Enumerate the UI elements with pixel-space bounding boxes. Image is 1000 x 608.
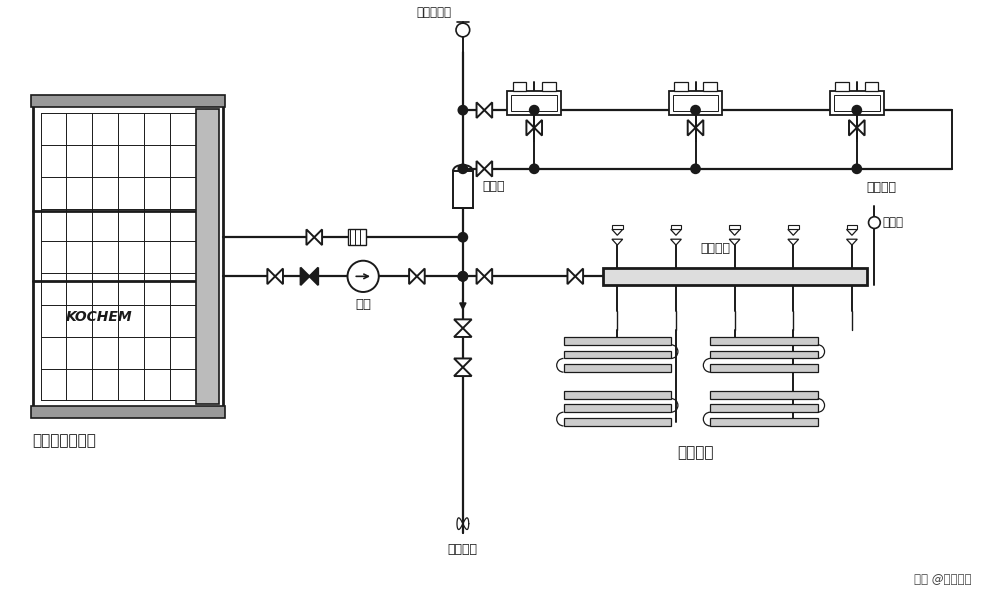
Text: 水泵: 水泵: [355, 298, 371, 311]
Polygon shape: [788, 229, 799, 235]
Polygon shape: [484, 269, 492, 284]
Circle shape: [869, 216, 880, 229]
Bar: [710, 404, 818, 412]
Polygon shape: [417, 269, 425, 284]
Bar: [674, 82, 688, 91]
Bar: [710, 418, 818, 426]
Text: KOCHEM: KOCHEM: [66, 311, 133, 325]
Bar: [710, 364, 818, 372]
Bar: [847, 224, 857, 229]
Polygon shape: [567, 269, 575, 284]
Bar: [673, 94, 718, 111]
Polygon shape: [612, 229, 623, 235]
Circle shape: [852, 164, 861, 173]
Text: 空气能热泅主机: 空气能热泅主机: [33, 433, 97, 447]
Polygon shape: [477, 161, 484, 177]
Bar: [564, 364, 671, 372]
Polygon shape: [857, 120, 865, 136]
Polygon shape: [454, 319, 472, 328]
Polygon shape: [849, 120, 857, 136]
Bar: [564, 351, 671, 359]
Bar: [33, 105, 223, 409]
Polygon shape: [688, 120, 696, 136]
Polygon shape: [275, 269, 283, 284]
Polygon shape: [267, 269, 275, 284]
Text: 安全管: 安全管: [882, 216, 903, 229]
Bar: [835, 82, 849, 91]
Bar: [507, 91, 561, 115]
Bar: [710, 337, 818, 345]
Polygon shape: [788, 239, 799, 245]
Bar: [830, 91, 884, 115]
Bar: [612, 224, 623, 229]
Text: 膨胀罐: 膨胀罐: [482, 180, 505, 193]
Bar: [788, 224, 799, 229]
Bar: [671, 224, 681, 229]
Polygon shape: [454, 359, 472, 367]
Circle shape: [458, 106, 467, 114]
Bar: [710, 351, 818, 359]
Polygon shape: [847, 229, 857, 235]
Polygon shape: [671, 239, 681, 245]
Circle shape: [530, 106, 539, 114]
Bar: [542, 82, 556, 91]
Bar: [834, 94, 880, 111]
Bar: [710, 391, 818, 398]
Bar: [669, 91, 722, 115]
Polygon shape: [454, 367, 472, 376]
Bar: [603, 268, 867, 285]
Polygon shape: [534, 120, 542, 136]
Polygon shape: [575, 269, 583, 284]
Polygon shape: [454, 328, 472, 337]
Polygon shape: [729, 229, 740, 235]
Bar: [196, 109, 219, 404]
Text: 头条 @制冷社区: 头条 @制冷社区: [914, 573, 971, 586]
Bar: [513, 82, 526, 91]
Text: 自动排气阀: 自动排气阀: [416, 6, 451, 19]
Polygon shape: [671, 229, 681, 235]
Circle shape: [852, 106, 861, 114]
Bar: [31, 95, 225, 107]
Circle shape: [347, 261, 379, 292]
Circle shape: [458, 272, 467, 281]
Bar: [729, 224, 740, 229]
Bar: [453, 171, 473, 208]
Polygon shape: [309, 268, 318, 285]
Polygon shape: [314, 229, 322, 245]
Circle shape: [530, 164, 539, 173]
Polygon shape: [612, 239, 623, 245]
Polygon shape: [696, 120, 703, 136]
Polygon shape: [484, 161, 492, 177]
Polygon shape: [306, 229, 314, 245]
Circle shape: [458, 233, 467, 241]
Polygon shape: [409, 269, 417, 284]
Polygon shape: [477, 269, 484, 284]
Bar: [348, 229, 366, 245]
Polygon shape: [484, 102, 492, 118]
Bar: [31, 406, 225, 418]
Bar: [703, 82, 717, 91]
Polygon shape: [526, 120, 534, 136]
Text: 自动补水: 自动补水: [448, 543, 478, 556]
Bar: [564, 391, 671, 398]
Polygon shape: [477, 102, 484, 118]
Circle shape: [691, 164, 700, 173]
Text: 风机盘管: 风机盘管: [867, 181, 897, 193]
Polygon shape: [301, 268, 309, 285]
Circle shape: [458, 164, 467, 173]
Bar: [865, 82, 878, 91]
Bar: [564, 418, 671, 426]
Polygon shape: [847, 239, 857, 245]
Circle shape: [691, 106, 700, 114]
Polygon shape: [729, 239, 740, 245]
Circle shape: [456, 23, 470, 37]
Bar: [511, 94, 557, 111]
Text: 地暖管道: 地暖管道: [677, 446, 714, 460]
Circle shape: [458, 272, 467, 281]
Bar: [564, 404, 671, 412]
Text: 集分水层: 集分水层: [700, 242, 730, 255]
Bar: [564, 337, 671, 345]
